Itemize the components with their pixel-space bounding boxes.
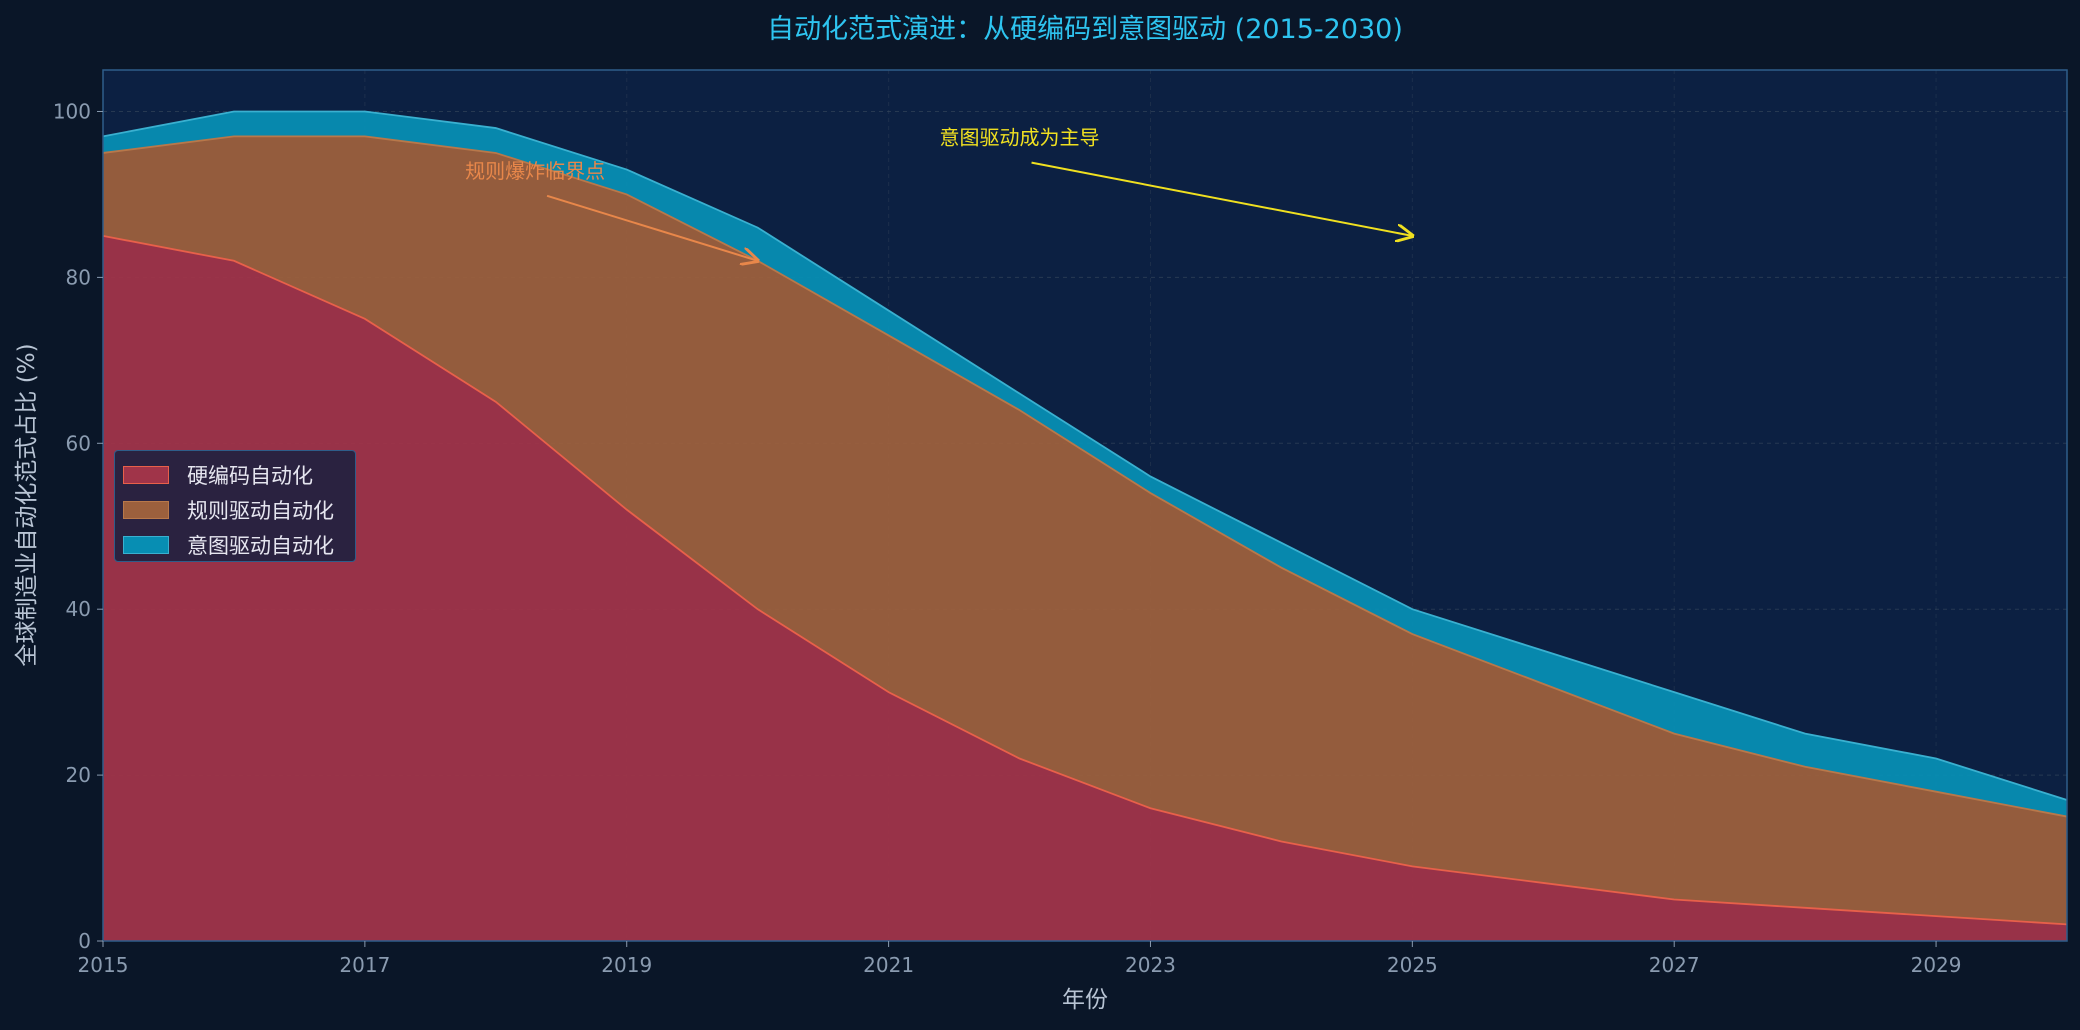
legend-swatch-hardcoded [123, 465, 169, 484]
area-rule-driven [103, 136, 2067, 925]
legend-label-rule-driven: 规则驱动自动化 [187, 498, 334, 523]
x-axis: 2015 2017 2019 2021 2023 2025 2027 2029 [78, 941, 1962, 977]
legend-label-hardcoded: 硬编码自动化 [187, 463, 313, 488]
y-tick-label: 100 [53, 99, 91, 123]
legend: 硬编码自动化 规则驱动自动化 意图驱动自动化 [114, 450, 356, 562]
y-axis-label: 全球制造业自动化范式占比 (%) [14, 343, 40, 666]
annotation-label: 规则爆炸临界点 [465, 159, 605, 183]
y-tick-label: 80 [66, 265, 91, 289]
x-tick-label: 2025 [1387, 953, 1438, 977]
y-tick-label: 60 [66, 431, 91, 455]
legend-item-intent-driven: 意图驱动自动化 [123, 527, 347, 562]
line-hardcoded [102, 235, 2068, 926]
area-hardcoded [103, 235, 2067, 941]
x-tick-label: 2019 [601, 953, 652, 977]
x-tick-label: 2017 [339, 953, 390, 977]
annotation-label: 意图驱动成为主导 [940, 126, 1100, 150]
line-rule-driven [102, 135, 2068, 818]
x-tick-label: 2023 [1125, 953, 1176, 977]
legend-item-rule-driven: 规则驱动自动化 [123, 492, 347, 527]
y-axis: 0 20 40 60 80 100 [53, 99, 103, 953]
plot-frame [102, 69, 2068, 942]
line-intent-driven [102, 110, 2068, 801]
y-tick-label: 20 [66, 763, 91, 787]
y-tick-label: 40 [66, 597, 91, 621]
series-lines [102, 110, 2068, 926]
legend-swatch-intent-driven [123, 535, 169, 554]
x-axis-label: 年份 [1062, 987, 1108, 1013]
chart-title: 自动化范式演进：从硬编码到意图驱动 (2015-2030) [767, 14, 1403, 45]
annotations: 规则爆炸临界点 意图驱动成为主导 [465, 126, 1412, 261]
x-tick-label: 2029 [1911, 953, 1962, 977]
x-tick-label: 2021 [863, 953, 914, 977]
annotation-arrow [546, 194, 758, 261]
legend-label-intent-driven: 意图驱动自动化 [187, 533, 334, 558]
legend-swatch-rule-driven [123, 500, 169, 519]
y-tick-label: 0 [78, 929, 91, 953]
annotation-arrow [1031, 161, 1413, 236]
x-tick-label: 2027 [1649, 953, 1700, 977]
legend-item-hardcoded: 硬编码自动化 [123, 457, 347, 492]
x-tick-label: 2015 [78, 953, 129, 977]
